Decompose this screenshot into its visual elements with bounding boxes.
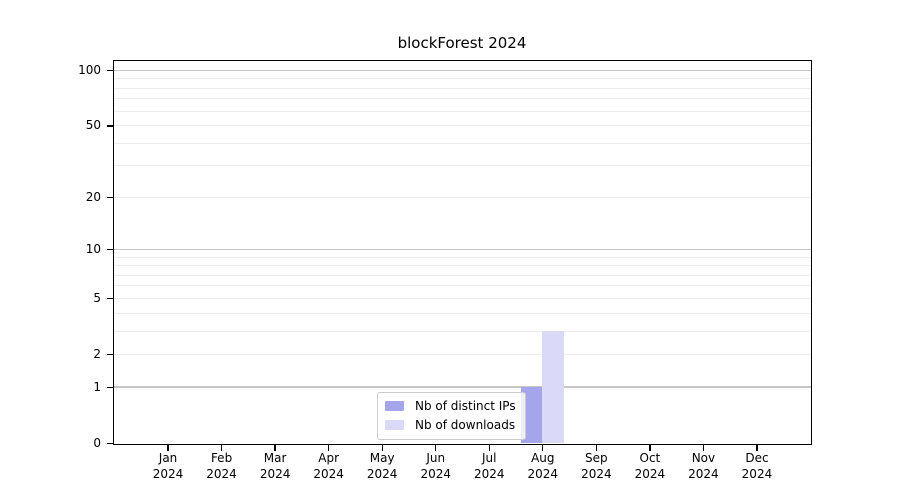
y-tick xyxy=(107,354,114,356)
x-tick-label: Mar 2024 xyxy=(235,451,315,482)
x-tick-label-year: 2024 xyxy=(527,466,559,481)
bar-distinct-ips-aug-2024 xyxy=(520,387,543,443)
x-tick xyxy=(756,445,758,451)
x-tick-label-year: 2024 xyxy=(688,466,719,481)
minor-gridline xyxy=(114,142,811,144)
minor-gridline xyxy=(114,265,811,267)
x-tick-label-month: Dec xyxy=(745,451,769,465)
minor-gridline xyxy=(114,285,811,287)
x-tick-label-year: 2024 xyxy=(581,466,612,481)
minor-gridline xyxy=(114,330,811,332)
y-tick-label: 50 xyxy=(85,118,101,133)
y-tick-label: 0 xyxy=(93,436,101,450)
x-tick-label-year: 2024 xyxy=(634,466,666,481)
x-tick xyxy=(381,445,383,451)
x-tick-label-month: Mar xyxy=(263,451,287,465)
x-tick-label: Nov 2024 xyxy=(663,451,743,482)
x-tick-label-month: May xyxy=(369,451,395,465)
chart-title: blockForest 2024 xyxy=(397,34,527,52)
x-tick-label: Jul 2024 xyxy=(449,451,529,482)
x-tick-label: May 2024 xyxy=(342,451,422,482)
x-tick-label-month: Jun xyxy=(426,451,446,465)
x-tick xyxy=(274,445,276,451)
decade-gridline xyxy=(114,248,811,250)
decade-gridline xyxy=(114,69,811,71)
y-tick xyxy=(107,386,114,389)
x-tick xyxy=(542,445,544,451)
x-tick xyxy=(702,445,705,451)
x-tick-label-year: 2024 xyxy=(366,466,398,481)
x-tick-label-month: Apr xyxy=(318,451,340,465)
x-tick-label-month: Jan xyxy=(158,451,178,465)
y-tick xyxy=(107,442,114,445)
x-tick xyxy=(220,445,223,451)
y-tick-label: 2 xyxy=(93,347,101,362)
y-tick xyxy=(107,249,114,251)
x-tick-label-year: 2024 xyxy=(741,466,773,481)
x-tick-label-month: Jul xyxy=(482,451,497,465)
legend-swatch-downloads xyxy=(385,420,404,430)
x-tick xyxy=(167,445,169,451)
x-tick-label: Aug 2024 xyxy=(503,451,583,482)
x-tick-label-year: 2024 xyxy=(420,466,451,481)
x-tick-label: Jun 2024 xyxy=(396,451,476,482)
y-tick xyxy=(107,125,114,127)
x-tick-label-year: 2024 xyxy=(259,466,291,481)
minor-gridline xyxy=(114,165,811,167)
x-tick-label: Dec 2024 xyxy=(717,451,797,482)
x-tick xyxy=(488,445,490,451)
x-tick-label-month: Sep xyxy=(585,451,608,465)
x-tick-label: Jan 2024 xyxy=(128,451,208,482)
x-tick-label: Oct 2024 xyxy=(610,451,690,482)
legend-swatch-distinct-ips xyxy=(385,401,404,411)
bar-downloads-aug-2024 xyxy=(542,331,564,443)
minor-gridline xyxy=(114,87,811,89)
y-tick-label: 20 xyxy=(85,190,101,205)
legend-item-distinct-ips: Nb of distinct IPs xyxy=(385,397,516,416)
y-tick-label: 5 xyxy=(93,291,101,306)
minor-gridline xyxy=(114,274,811,276)
minor-gridline xyxy=(114,124,811,126)
x-tick-label-month: Feb xyxy=(210,451,233,465)
minor-gridline xyxy=(114,312,811,314)
plot-area xyxy=(113,59,812,445)
y-tick-label: 10 xyxy=(85,242,101,257)
x-tick xyxy=(595,445,597,451)
decade-gridline xyxy=(114,386,811,388)
minor-gridline xyxy=(114,256,811,258)
legend-label-distinct-ips: Nb of distinct IPs xyxy=(415,398,516,413)
legend-label-downloads: Nb of downloads xyxy=(415,417,516,432)
x-tick-label: Sep 2024 xyxy=(556,451,636,482)
y-tick xyxy=(107,196,114,199)
x-tick-label-month: Oct xyxy=(639,451,661,465)
minor-gridline xyxy=(114,98,811,100)
x-tick-label-year: 2024 xyxy=(152,466,184,481)
legend-item-downloads: Nb of downloads xyxy=(385,416,516,435)
y-tick xyxy=(107,70,114,72)
x-tick-label: Feb 2024 xyxy=(182,451,262,482)
x-tick-label-year: 2024 xyxy=(206,466,237,481)
x-tick-label-year: 2024 xyxy=(473,466,505,481)
y-tick-label: 1 xyxy=(93,380,101,395)
y-tick xyxy=(107,298,114,300)
x-tick-label-month: Nov xyxy=(691,451,716,465)
x-tick xyxy=(649,445,651,451)
y-tick-label: 100 xyxy=(78,63,101,78)
x-tick-label-year: 2024 xyxy=(313,466,344,481)
minor-gridline xyxy=(114,78,811,80)
x-tick xyxy=(328,445,330,451)
x-tick xyxy=(435,445,437,451)
minor-gridline xyxy=(114,196,811,198)
minor-gridline xyxy=(114,110,811,112)
minor-gridline xyxy=(114,353,811,355)
x-tick-label: Apr 2024 xyxy=(289,451,369,482)
legend: Nb of distinct IPs Nb of downloads xyxy=(377,391,526,440)
x-tick-label-month: Aug xyxy=(531,451,555,465)
minor-gridline xyxy=(114,297,811,299)
